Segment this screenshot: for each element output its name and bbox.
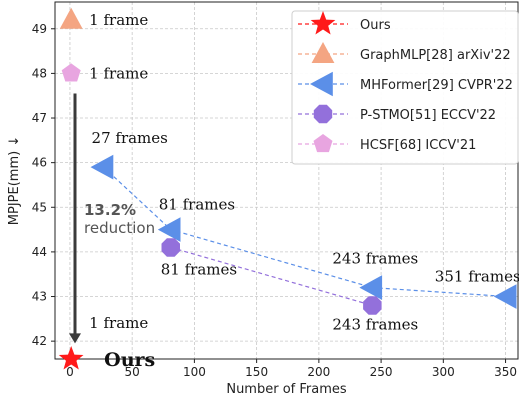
legend-marker-triangle-left: [310, 71, 333, 97]
y-tick-label: 45: [32, 200, 47, 214]
legend-label: P-STMO[51] ECCV'22: [360, 108, 496, 123]
data-label: 1 frame: [89, 314, 148, 332]
x-tick-label: 150: [245, 365, 268, 379]
reduction-arrow-head: [69, 333, 81, 344]
x-tick-label: 0: [66, 365, 74, 379]
data-label: 243 frames: [332, 315, 418, 333]
data-label: 27 frames: [92, 129, 168, 147]
data-label: 1 frame: [89, 64, 148, 82]
legend-marker-pentagon: [313, 134, 333, 153]
data-point-triangle-left: [359, 275, 383, 300]
legend-marker-star: [310, 11, 336, 35]
legend-marker-octagon: [313, 104, 333, 124]
data-point-triangle-up: [59, 7, 83, 29]
y-tick-label: 44: [32, 245, 47, 259]
data-label: 351 frames: [435, 268, 519, 286]
y-tick-label: 43: [32, 290, 47, 304]
data-point-octagon: [363, 296, 382, 315]
x-tick-label: 100: [183, 365, 206, 379]
x-tick-label: 350: [494, 365, 517, 379]
y-tick-label: 48: [32, 66, 47, 80]
legend-marker-triangle-up: [311, 42, 335, 63]
data-point-star: [58, 346, 84, 370]
data-point-triangle-left: [157, 217, 181, 242]
x-axis-label: Number of Frames: [226, 382, 347, 397]
data-label: 1 frame: [89, 11, 148, 29]
data-label: 81 frames: [161, 260, 237, 278]
data-point-triangle-left: [90, 154, 114, 180]
data-label: 81 frames: [159, 196, 235, 214]
x-tick-label: 250: [370, 365, 393, 379]
reduction-label: reduction: [84, 219, 155, 237]
x-tick-label: 50: [125, 365, 140, 379]
y-tick-label: 49: [32, 22, 47, 36]
x-tick-label: 200: [307, 365, 330, 379]
data-label: 243 frames: [332, 250, 418, 268]
y-tick-label: 46: [32, 156, 47, 170]
legend-label: MHFormer[29] CVPR'22: [360, 78, 513, 93]
data-point-octagon: [161, 238, 180, 257]
legend-box: [291, 10, 519, 165]
y-axis-label: MPJPE(mm) ↓: [7, 136, 22, 225]
reduction-percent: 13.2%: [84, 201, 136, 219]
legend-label: HCSF[68] ICCV'21: [360, 138, 476, 153]
x-tick-label: 300: [432, 365, 455, 379]
legend-label: GraphMLP[28] arXiv'22: [360, 48, 511, 63]
data-point-pentagon: [61, 63, 81, 82]
series-line-2: [103, 166, 507, 298]
y-tick-label: 47: [32, 111, 47, 125]
data-label: Ours: [104, 349, 155, 371]
legend-label: Ours: [360, 18, 391, 33]
data-point-triangle-left: [493, 284, 517, 309]
plot-frame: [54, 1, 519, 360]
y-tick-label: 42: [32, 334, 47, 348]
